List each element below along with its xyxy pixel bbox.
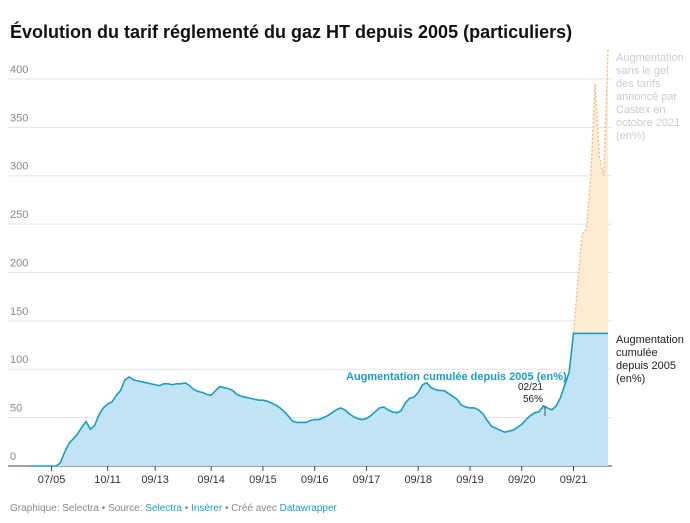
y-tick-label: 200 <box>10 257 28 269</box>
source-label: Source: <box>108 503 143 514</box>
embed-link[interactable]: Insérer <box>191 503 223 514</box>
line <box>30 332 608 467</box>
x-tick-label: 09/17 <box>353 474 381 486</box>
x-tick-label: 09/16 <box>301 474 329 486</box>
tool-link[interactable]: Datawrapper <box>279 503 337 514</box>
x-tick-label: 09/13 <box>141 474 169 486</box>
y-tick-label: 0 <box>10 451 16 463</box>
x-tick-label: 09/15 <box>249 474 277 486</box>
y-tick-label: 100 <box>10 354 28 366</box>
line <box>572 49 609 334</box>
chart-title: Évolution du tarif réglementé du gaz HT … <box>10 21 572 42</box>
x-tick-label: 09/20 <box>508 474 536 486</box>
y-tick-label: 50 <box>10 403 22 415</box>
annotation-value: 56% <box>522 394 543 405</box>
byline: Graphique: Selectra <box>10 503 99 514</box>
area <box>30 333 608 466</box>
y-tick-label: 250 <box>10 209 28 221</box>
annotation: 02/21 56% <box>500 382 543 406</box>
x-tick-label: 09/18 <box>404 474 432 486</box>
x-tick-label: 09/14 <box>197 474 225 486</box>
y-tick-label: 400 <box>10 64 28 76</box>
separator: • <box>224 503 229 514</box>
x-tick-label: 09/21 <box>560 474 588 486</box>
series-end-label: Augmentation cumulée depuis 2005 (en%) <box>616 334 684 385</box>
footer: Graphique: Selectra • Source: Selectra •… <box>10 503 337 514</box>
series-end-label: Augmentation sans le gel des tarifs anno… <box>616 52 684 142</box>
source-link[interactable]: Selectra <box>145 503 182 514</box>
y-tick-label: 300 <box>10 161 28 173</box>
separator: • <box>184 503 189 514</box>
x-tick-label: 07/05 <box>38 474 66 486</box>
separator: • <box>101 503 106 514</box>
made-with: Créé avec <box>231 503 277 514</box>
x-tick-label: 10/11 <box>94 474 121 486</box>
annotation-label: 02/21 <box>517 382 543 393</box>
y-tick-label: 150 <box>10 306 28 318</box>
y-tick-label: 350 <box>10 112 28 124</box>
x-tick-label: 09/19 <box>456 474 484 486</box>
series-inline-label: Augmentation cumulée depuis 2005 (en%) <box>346 371 567 383</box>
